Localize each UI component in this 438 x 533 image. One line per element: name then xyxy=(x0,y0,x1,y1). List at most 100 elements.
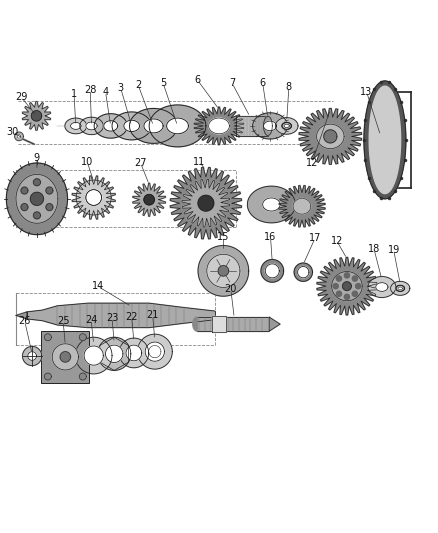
Polygon shape xyxy=(144,195,154,205)
Polygon shape xyxy=(149,105,206,147)
Text: 17: 17 xyxy=(309,233,321,243)
Polygon shape xyxy=(22,346,42,366)
Text: 12: 12 xyxy=(306,158,318,167)
Text: 23: 23 xyxy=(106,313,118,323)
Polygon shape xyxy=(344,273,350,278)
Polygon shape xyxy=(336,276,342,281)
Polygon shape xyxy=(17,135,21,138)
Polygon shape xyxy=(396,285,405,292)
Polygon shape xyxy=(332,271,362,301)
Polygon shape xyxy=(198,246,249,296)
Text: 6: 6 xyxy=(260,78,266,88)
Text: 30: 30 xyxy=(7,127,19,137)
Polygon shape xyxy=(80,117,103,135)
Polygon shape xyxy=(149,345,161,358)
Text: 15: 15 xyxy=(217,232,230,242)
Text: 12: 12 xyxy=(331,236,343,246)
Polygon shape xyxy=(317,124,344,149)
Text: 19: 19 xyxy=(388,245,400,255)
Polygon shape xyxy=(264,121,277,131)
Polygon shape xyxy=(86,190,102,205)
Polygon shape xyxy=(197,317,269,331)
Text: 5: 5 xyxy=(160,78,166,88)
Polygon shape xyxy=(119,338,149,368)
Polygon shape xyxy=(261,260,284,282)
Polygon shape xyxy=(138,334,172,369)
Polygon shape xyxy=(124,120,140,132)
Text: 8: 8 xyxy=(286,83,292,93)
Polygon shape xyxy=(86,122,97,130)
Polygon shape xyxy=(112,112,151,140)
Polygon shape xyxy=(94,114,127,138)
Text: 14: 14 xyxy=(92,281,104,291)
Polygon shape xyxy=(182,179,230,227)
Polygon shape xyxy=(33,212,40,219)
Text: 13: 13 xyxy=(360,87,373,97)
Polygon shape xyxy=(52,344,78,370)
Text: 16: 16 xyxy=(265,232,277,242)
Polygon shape xyxy=(263,198,280,211)
Polygon shape xyxy=(126,345,142,361)
Text: 1: 1 xyxy=(71,89,77,99)
Polygon shape xyxy=(333,284,338,289)
Polygon shape xyxy=(31,111,42,121)
Polygon shape xyxy=(145,342,164,361)
Polygon shape xyxy=(369,86,401,193)
Text: 25: 25 xyxy=(57,316,69,326)
Polygon shape xyxy=(46,187,53,194)
Polygon shape xyxy=(21,187,28,194)
Polygon shape xyxy=(299,108,362,164)
Polygon shape xyxy=(212,316,226,332)
Polygon shape xyxy=(352,276,357,281)
Polygon shape xyxy=(79,334,86,341)
Polygon shape xyxy=(356,284,361,289)
Polygon shape xyxy=(33,179,40,185)
Polygon shape xyxy=(166,118,188,134)
Polygon shape xyxy=(71,123,81,130)
Polygon shape xyxy=(398,287,403,289)
Polygon shape xyxy=(21,204,28,211)
Polygon shape xyxy=(22,101,51,130)
Polygon shape xyxy=(276,118,298,134)
Polygon shape xyxy=(293,198,311,214)
Text: 18: 18 xyxy=(368,244,380,254)
Polygon shape xyxy=(282,123,291,130)
Text: 11: 11 xyxy=(193,157,205,167)
Polygon shape xyxy=(194,107,244,145)
Polygon shape xyxy=(44,373,51,380)
Polygon shape xyxy=(253,113,288,139)
Text: 27: 27 xyxy=(134,158,147,167)
Text: 20: 20 xyxy=(225,284,237,294)
Polygon shape xyxy=(247,186,295,223)
Polygon shape xyxy=(265,264,279,278)
Polygon shape xyxy=(269,317,280,331)
Text: 21: 21 xyxy=(146,310,159,320)
Polygon shape xyxy=(193,317,197,331)
Polygon shape xyxy=(297,266,309,278)
Polygon shape xyxy=(7,163,67,235)
Polygon shape xyxy=(284,124,289,128)
Text: 9: 9 xyxy=(34,153,40,163)
Polygon shape xyxy=(14,132,23,141)
Polygon shape xyxy=(237,116,268,135)
Text: 7: 7 xyxy=(229,78,235,88)
Polygon shape xyxy=(170,167,242,239)
Polygon shape xyxy=(144,195,154,205)
Polygon shape xyxy=(98,337,131,370)
Polygon shape xyxy=(16,174,58,223)
Polygon shape xyxy=(352,291,357,296)
Polygon shape xyxy=(218,265,229,276)
Polygon shape xyxy=(207,254,240,287)
Polygon shape xyxy=(133,183,166,216)
Polygon shape xyxy=(86,190,102,205)
Polygon shape xyxy=(60,352,71,362)
Polygon shape xyxy=(31,111,42,121)
Polygon shape xyxy=(336,291,342,296)
Polygon shape xyxy=(72,176,115,219)
Polygon shape xyxy=(376,282,388,292)
Polygon shape xyxy=(46,204,53,211)
Polygon shape xyxy=(144,119,163,133)
Polygon shape xyxy=(79,373,86,380)
Polygon shape xyxy=(264,116,272,135)
Polygon shape xyxy=(198,195,214,211)
